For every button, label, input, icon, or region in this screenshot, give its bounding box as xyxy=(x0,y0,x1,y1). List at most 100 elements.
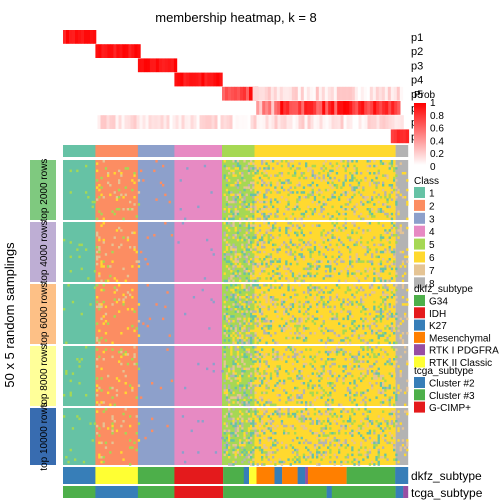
heatmap-cell xyxy=(390,222,394,225)
heatmap-cell xyxy=(364,267,367,271)
heatmap-cell xyxy=(247,303,251,306)
heatmap-cell xyxy=(382,236,385,239)
heatmap-cell xyxy=(364,439,367,442)
heatmap-cell xyxy=(263,424,266,428)
heatmap-cell xyxy=(247,460,251,464)
heatmap-cell xyxy=(397,329,400,333)
heatmap-cell xyxy=(283,305,286,309)
prob-cell xyxy=(289,115,293,129)
heatmap-cell xyxy=(133,353,136,356)
heatmap-cell xyxy=(223,253,226,256)
heatmap-cell xyxy=(333,453,336,457)
heatmap-cell xyxy=(201,288,204,292)
heatmap-cell xyxy=(331,358,334,361)
heatmap-cell xyxy=(239,224,242,227)
prob-cell xyxy=(178,115,182,129)
heatmap-cell xyxy=(283,429,286,433)
heatmap-cell xyxy=(252,250,255,254)
heatmap-cell xyxy=(397,191,400,194)
heatmap-cell xyxy=(349,300,352,304)
heatmap-cell xyxy=(256,434,259,437)
heatmap-cell xyxy=(324,410,328,413)
heatmap-cell xyxy=(316,391,319,395)
heatmap-cell xyxy=(294,255,297,259)
heatmap-cell xyxy=(322,229,325,232)
heatmap-cell xyxy=(294,350,297,354)
heatmap-cell xyxy=(324,403,328,407)
heatmap-cell xyxy=(351,315,354,318)
heatmap-cell xyxy=(388,422,391,425)
heatmap-cell xyxy=(263,324,266,328)
heatmap-cell xyxy=(318,374,321,378)
heatmap-cell xyxy=(382,286,385,289)
heatmap-cell xyxy=(331,164,334,168)
heatmap-cell xyxy=(375,377,378,380)
heatmap-cell xyxy=(338,441,341,445)
heatmap-cell xyxy=(236,353,240,356)
heatmap-cell xyxy=(276,374,279,378)
heatmap-cell xyxy=(357,303,361,306)
heatmap-cell xyxy=(360,217,363,221)
heatmap-cell xyxy=(111,243,114,247)
prob-cell xyxy=(234,86,238,101)
heatmap-cell xyxy=(307,410,310,413)
heatmap-cell xyxy=(362,188,365,192)
heatmap-cell xyxy=(267,386,270,390)
heatmap-cell xyxy=(230,391,233,395)
heatmap-cell xyxy=(247,317,251,321)
heatmap-cell xyxy=(104,312,108,316)
heatmap-cell xyxy=(236,231,240,235)
prob-cell xyxy=(367,115,371,129)
heatmap-cell xyxy=(254,164,257,168)
heatmap-cell xyxy=(340,460,343,464)
heatmap-cell xyxy=(267,176,270,180)
heatmap-cell xyxy=(263,215,266,218)
heatmap-cell xyxy=(311,372,314,375)
heatmap-cell xyxy=(283,300,286,304)
heatmap-cell xyxy=(96,231,99,235)
heatmap-cell xyxy=(131,358,134,361)
heatmap-cell xyxy=(272,439,275,442)
heatmap-cell xyxy=(320,427,323,430)
heatmap-cell xyxy=(230,200,233,204)
heatmap-cell xyxy=(360,236,363,239)
heatmap-cell xyxy=(78,417,81,421)
heatmap-cell xyxy=(399,446,402,449)
heatmap-cell xyxy=(373,291,376,294)
heatmap-cell xyxy=(366,424,369,428)
heatmap-cell xyxy=(230,417,233,421)
heatmap-cell xyxy=(269,203,273,206)
heatmap-cell xyxy=(225,248,229,251)
heatmap-cell xyxy=(98,250,101,254)
heatmap-cell xyxy=(181,415,185,418)
heatmap-cell xyxy=(357,288,361,292)
prob-cell xyxy=(106,115,110,129)
heatmap-cell xyxy=(404,196,407,199)
heatmap-cell xyxy=(278,234,281,237)
heatmap-cell xyxy=(252,246,255,249)
heatmap-cell xyxy=(256,355,259,359)
heatmap-cell xyxy=(280,303,284,306)
heatmap-cell xyxy=(256,255,259,259)
heatmap-cell xyxy=(104,408,108,411)
heatmap-cell xyxy=(300,255,303,259)
prob-cell xyxy=(388,115,392,129)
heatmap-cell xyxy=(344,217,347,221)
heatmap-cell xyxy=(254,169,257,173)
heatmap-cell xyxy=(98,329,101,333)
heatmap-cell xyxy=(239,336,242,340)
heatmap-cell xyxy=(305,267,308,271)
heatmap-cell xyxy=(355,231,358,235)
heatmap-cell xyxy=(307,205,310,209)
heatmap-cell xyxy=(298,456,301,459)
heatmap-cell xyxy=(261,451,264,454)
heatmap-cell xyxy=(230,422,233,425)
heatmap-cell xyxy=(311,250,314,254)
heatmap-cell xyxy=(331,398,334,402)
heatmap-cell xyxy=(298,272,301,275)
heatmap-cell xyxy=(234,250,237,254)
heatmap-cell xyxy=(291,398,295,402)
heatmap-cell xyxy=(364,253,367,256)
heatmap-cell xyxy=(324,451,328,454)
heatmap-cell xyxy=(85,394,88,397)
